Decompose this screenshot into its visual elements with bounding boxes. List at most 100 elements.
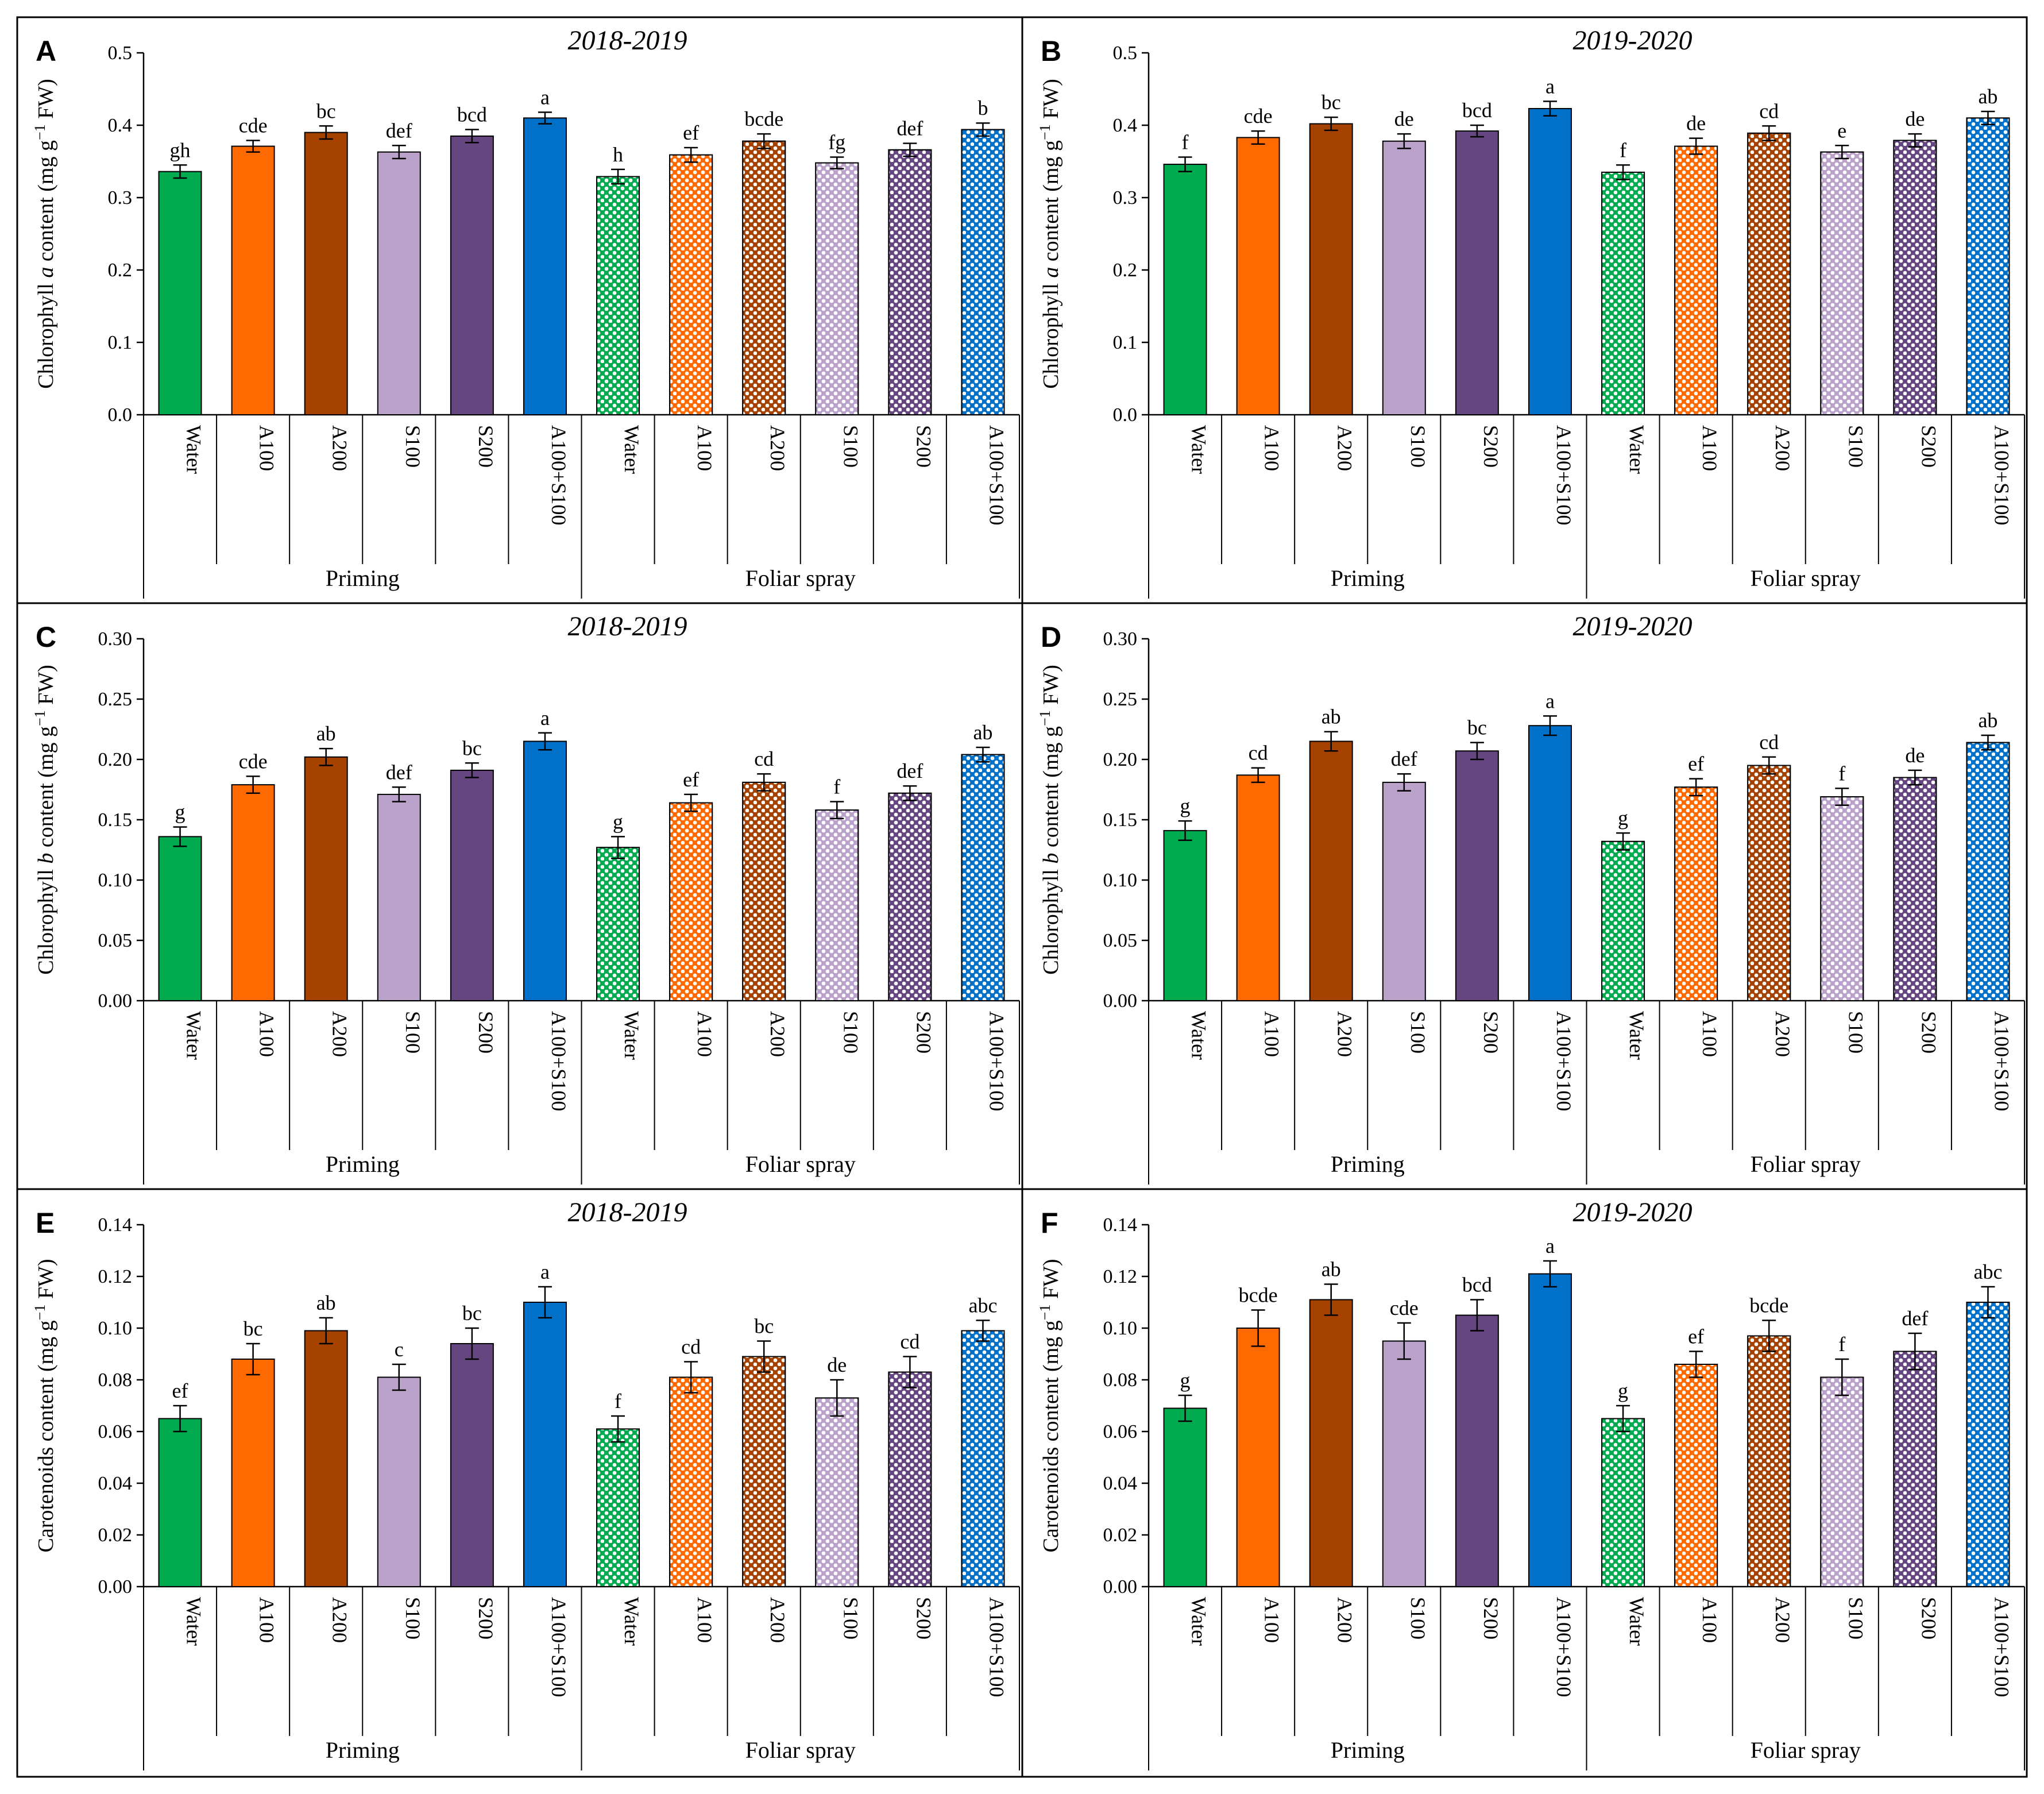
bar-dot-pattern — [815, 1397, 859, 1587]
bar-priming-a200 — [304, 756, 348, 1001]
bar-dot-pattern — [1601, 840, 1645, 1001]
bar-priming-a100 — [231, 1359, 275, 1587]
x-category-label: S200 — [1917, 1597, 1940, 1639]
bar-dot-pattern — [742, 781, 786, 1001]
y-axis-label-part: −1 — [1037, 1305, 1053, 1321]
panel-letter: A — [36, 35, 56, 67]
y-tick-label: 0.10 — [98, 870, 133, 891]
x-category-label: S100 — [1407, 1597, 1429, 1639]
y-axis-label-part: a — [1039, 267, 1063, 278]
panels: A 2018-2019 0.0 0.1 0.2 0.3 0.4 0.5 Chlorophyll … — [32, 25, 2025, 1770]
significance-letter: a — [540, 1260, 550, 1283]
y-axis-label-part: content (mg g — [34, 726, 58, 853]
x-category-label: S200 — [912, 1597, 935, 1639]
bar-dot-pattern — [1966, 742, 2010, 1001]
x-category-label: S100 — [1844, 1011, 1867, 1054]
significance-letter: bc — [244, 1317, 263, 1340]
significance-letter: cd — [681, 1336, 701, 1359]
bar-dot-pattern — [742, 1356, 786, 1587]
significance-letter: def — [1391, 747, 1417, 770]
bar-dot-pattern — [669, 802, 713, 1001]
y-axis-label: Carotenoids content (mg g−1 FW) — [1037, 1259, 1064, 1552]
x-category-label: S100 — [839, 425, 862, 468]
y-tick-label: 0.08 — [1103, 1369, 1138, 1391]
bar-dot-pattern — [961, 754, 1005, 1001]
x-category-label: Water — [1188, 1597, 1211, 1646]
y-axis-label-part: Chlorophyll — [34, 864, 58, 975]
y-tick-label: 0.00 — [98, 990, 133, 1012]
x-category-label: S200 — [1479, 425, 1502, 468]
y-axis-label: Chlorophyll b content (mg g−1 FW) — [1037, 665, 1064, 975]
bar-priming-a100+s100 — [523, 740, 567, 1001]
significance-letter: def — [386, 119, 412, 142]
panel-e: E 2018-2019 0.00 0.02 0.04 0.06 0.08 0.10 0.12 0.… — [32, 1197, 1020, 1770]
significance-letter: cd — [1759, 99, 1779, 122]
y-axis-label: Chlorophyll a content (mg g−1 FW) — [1037, 79, 1064, 389]
x-category-label: A100+S100 — [985, 425, 1008, 525]
y-axis-label-part: −1 — [32, 124, 48, 140]
significance-letter: cd — [1759, 731, 1779, 754]
significance-letter: bc — [316, 99, 336, 122]
significance-letter: def — [1902, 1307, 1928, 1330]
x-category-label: A100+S100 — [1990, 1597, 2013, 1697]
y-tick-label: 0.10 — [1103, 870, 1138, 891]
chart-title: 2019-2020 — [1573, 25, 1693, 56]
y-axis-label-part: FW) — [1039, 665, 1063, 710]
panel-b: B 2019-2020 0.0 0.1 0.2 0.3 0.4 0.5 Chlorophyll … — [1037, 25, 2025, 599]
y-axis-label-part: content (mg g — [1039, 140, 1063, 267]
significance-letter: bc — [754, 1315, 774, 1338]
y-tick-label: 0.12 — [98, 1266, 133, 1287]
panel-f: F 2019-2020 0.00 0.02 0.04 0.06 0.08 0.10 0.12 0.… — [1037, 1197, 2025, 1770]
x-category-label: A100 — [693, 1011, 716, 1057]
x-group-label: Priming — [326, 1151, 400, 1177]
significance-letter: ab — [1322, 705, 1341, 728]
x-category-label: A200 — [1771, 1011, 1794, 1057]
significance-letter: f — [1182, 130, 1189, 153]
y-axis-label-part: FW) — [34, 1259, 58, 1304]
x-category-label: S200 — [474, 1597, 497, 1639]
panel-letter: C — [36, 621, 56, 653]
y-tick-label: 0.0 — [1113, 404, 1138, 426]
significance-letter: g — [613, 810, 623, 833]
y-tick-label: 0.30 — [1103, 628, 1138, 650]
significance-letter: f — [833, 776, 840, 798]
bar-dot-pattern — [888, 1371, 932, 1587]
x-category-label: A100 — [256, 1597, 279, 1643]
y-axis-label: Chlorophyll a content (mg g−1 FW) — [32, 79, 59, 389]
chart-title: 2018-2019 — [568, 25, 687, 56]
significance-letter: de — [1905, 744, 1925, 767]
y-tick-label: 0.3 — [1113, 187, 1138, 209]
significance-letter: bcde — [1239, 1284, 1278, 1307]
x-category-label: A200 — [766, 425, 789, 471]
x-category-label: A100+S100 — [547, 425, 570, 525]
bar-priming-s100 — [377, 1376, 421, 1587]
bar-dot-pattern — [815, 162, 859, 416]
bar-dot-pattern — [1601, 1418, 1645, 1587]
significance-letter: ef — [683, 121, 699, 144]
bar-priming-water — [158, 171, 202, 415]
significance-letter: g — [1618, 807, 1628, 830]
y-axis-label-part: Carotenoids content (mg g — [34, 1320, 58, 1552]
x-category-label: A100 — [693, 1597, 716, 1643]
x-category-label: A100+S100 — [1990, 1011, 2013, 1111]
bar-priming-a100+s100 — [1528, 108, 1572, 415]
significance-letter: abc — [968, 1294, 997, 1317]
x-group-label: Foliar spray — [1751, 1151, 1861, 1177]
y-tick-label: 0.10 — [1103, 1318, 1138, 1339]
chart-title: 2018-2019 — [568, 1197, 687, 1228]
x-category-label: S200 — [912, 1011, 935, 1054]
panel-c: C 2018-2019 0.00 0.05 0.10 0.15 0.20 0.25 0.30 Ch… — [32, 611, 1020, 1185]
significance-letter: abc — [1973, 1260, 2002, 1283]
significance-letter: a — [1545, 75, 1555, 98]
y-tick-label: 0.00 — [1103, 990, 1138, 1012]
x-category-label: A200 — [1334, 1597, 1357, 1643]
y-axis-label-part: b — [34, 853, 58, 864]
significance-letter: a — [1545, 689, 1555, 712]
x-category-label: S200 — [1479, 1597, 1502, 1639]
significance-letter: ef — [1688, 1325, 1704, 1348]
x-category-label: A100+S100 — [1990, 425, 2013, 525]
x-category-label: A100 — [1261, 1597, 1284, 1643]
significance-letter: f — [1838, 762, 1845, 785]
x-category-label: S100 — [1407, 1011, 1429, 1054]
chart-title: 2019-2020 — [1573, 611, 1693, 642]
